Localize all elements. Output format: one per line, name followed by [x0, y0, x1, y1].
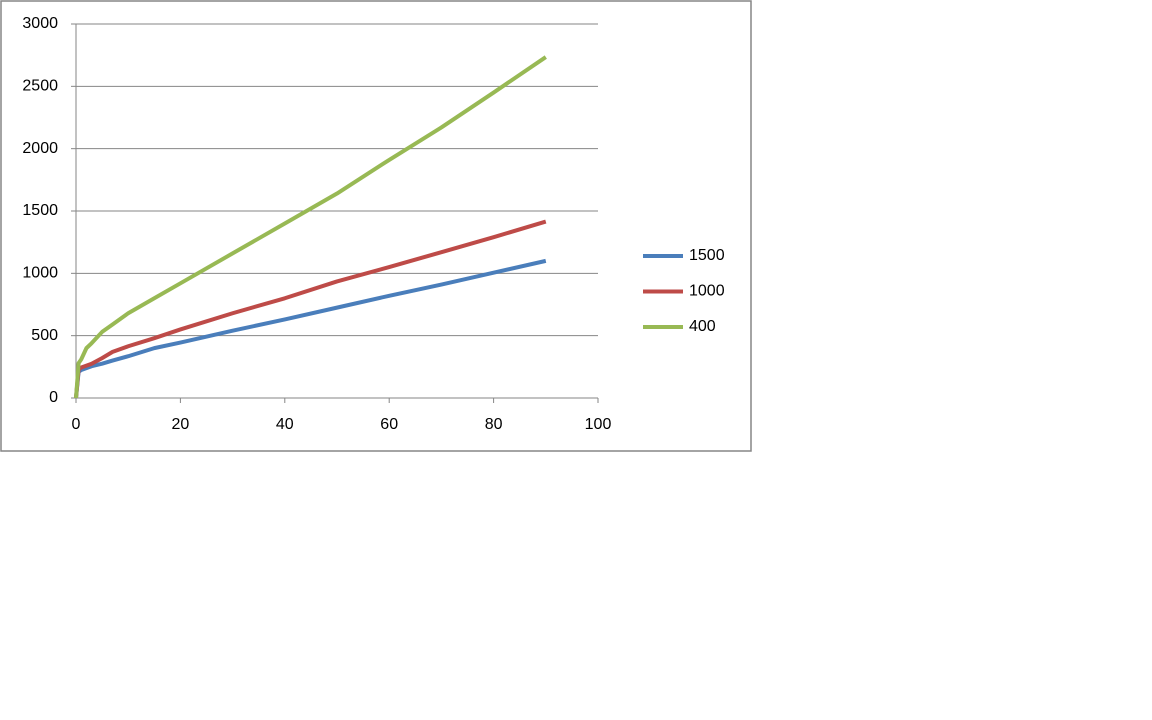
x-tick-label: 40 [276, 416, 294, 433]
y-tick-label: 2000 [22, 140, 58, 157]
series-line [74, 55, 547, 399]
y-tick-label: 0 [49, 389, 58, 406]
series-line [74, 258, 547, 399]
legend-label: 1000 [689, 283, 725, 300]
x-tick-label: 20 [172, 416, 190, 433]
chart-frame [0, 0, 752, 452]
series-line [74, 219, 547, 399]
y-tick-label: 500 [31, 327, 58, 344]
y-tick-label: 2500 [22, 78, 58, 95]
legend-label: 400 [689, 318, 716, 335]
y-tick-label: 1500 [22, 202, 58, 219]
y-tick-label: 3000 [22, 15, 58, 32]
y-tick-label: 1000 [22, 265, 58, 282]
x-tick-label: 80 [485, 416, 503, 433]
x-tick-label: 60 [380, 416, 398, 433]
legend-label: 1500 [689, 247, 725, 264]
x-tick-label: 100 [585, 416, 612, 433]
x-tick-label: 0 [72, 416, 81, 433]
